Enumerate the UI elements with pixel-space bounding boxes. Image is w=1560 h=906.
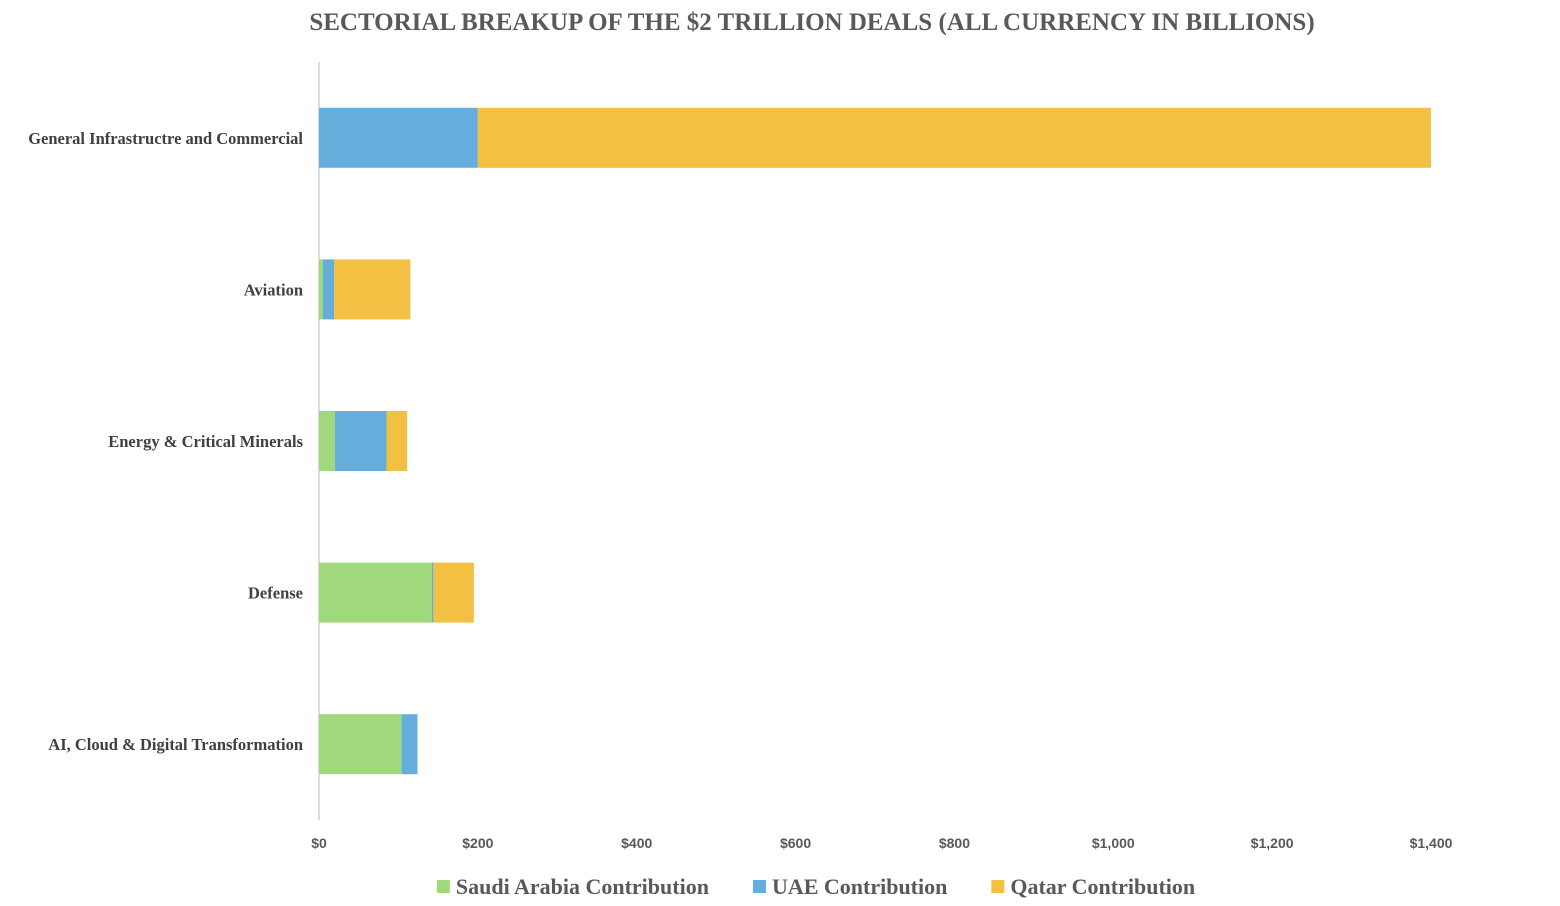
- legend-label: UAE Contribution: [772, 874, 947, 899]
- legend-item: Saudi Arabia Contribution: [436, 874, 709, 899]
- x-tick-label: $1,000: [1092, 835, 1135, 851]
- bar-segment: [322, 259, 335, 320]
- category-label: General Infrastructre and Commercial: [28, 129, 303, 148]
- chart-title: SECTORIAL BREAKUP OF THE $2 TRILLION DEA…: [309, 9, 1314, 36]
- legend-label: Qatar Contribution: [1010, 874, 1195, 899]
- bar-segment: [319, 562, 432, 623]
- bar-segment: [319, 259, 323, 320]
- category-label: AI, Cloud & Digital Transformation: [48, 735, 303, 754]
- legend-swatch: [436, 880, 450, 893]
- bars: [319, 107, 1431, 775]
- category-label: Defense: [248, 584, 303, 603]
- legend: Saudi Arabia Contribution UAE Contributio…: [436, 874, 1195, 899]
- x-tick-label: $400: [621, 835, 652, 851]
- bar-segment: [386, 411, 408, 471]
- category-label: Energy & Critical Minerals: [108, 432, 303, 451]
- bar-segment: [477, 107, 1431, 168]
- x-tick-label: $600: [780, 835, 811, 851]
- legend-item: UAE Contribution: [752, 874, 947, 899]
- bar-segment: [319, 107, 478, 168]
- x-tick-label: $200: [462, 835, 493, 851]
- bar-segment: [401, 714, 418, 775]
- bar-segment: [431, 562, 434, 623]
- bar-segment: [319, 714, 402, 775]
- bar-segment: [334, 259, 411, 320]
- legend-swatch: [752, 880, 766, 893]
- legend-item: Qatar Contribution: [991, 874, 1195, 899]
- x-tick-label: $1,200: [1251, 835, 1294, 851]
- x-tick-labels: $0 $200 $400 $600 $800 $1,000 $1,200 $1,400: [311, 835, 1452, 851]
- x-tick-label: $0: [311, 835, 327, 851]
- x-tick-label: $1,400: [1410, 835, 1453, 851]
- bar-segment: [319, 411, 335, 471]
- category-label: Aviation: [244, 280, 303, 299]
- category-labels: General Infrastructre and Commercial Avia…: [28, 129, 303, 754]
- bar-segment: [433, 562, 474, 623]
- bar-segment: [334, 411, 387, 471]
- x-tick-label: $800: [939, 835, 970, 851]
- legend-label: Saudi Arabia Contribution: [456, 874, 709, 899]
- legend-swatch: [991, 880, 1005, 893]
